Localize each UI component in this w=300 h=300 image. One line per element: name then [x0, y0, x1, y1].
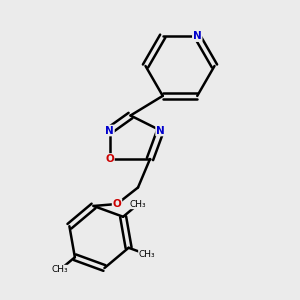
- Text: N: N: [105, 125, 114, 136]
- Text: O: O: [105, 154, 114, 164]
- Text: N: N: [193, 31, 202, 41]
- Text: CH₃: CH₃: [130, 200, 146, 209]
- Text: O: O: [112, 199, 122, 209]
- Text: CH₃: CH₃: [139, 250, 155, 259]
- Text: N: N: [156, 125, 165, 136]
- Text: CH₃: CH₃: [52, 265, 68, 274]
